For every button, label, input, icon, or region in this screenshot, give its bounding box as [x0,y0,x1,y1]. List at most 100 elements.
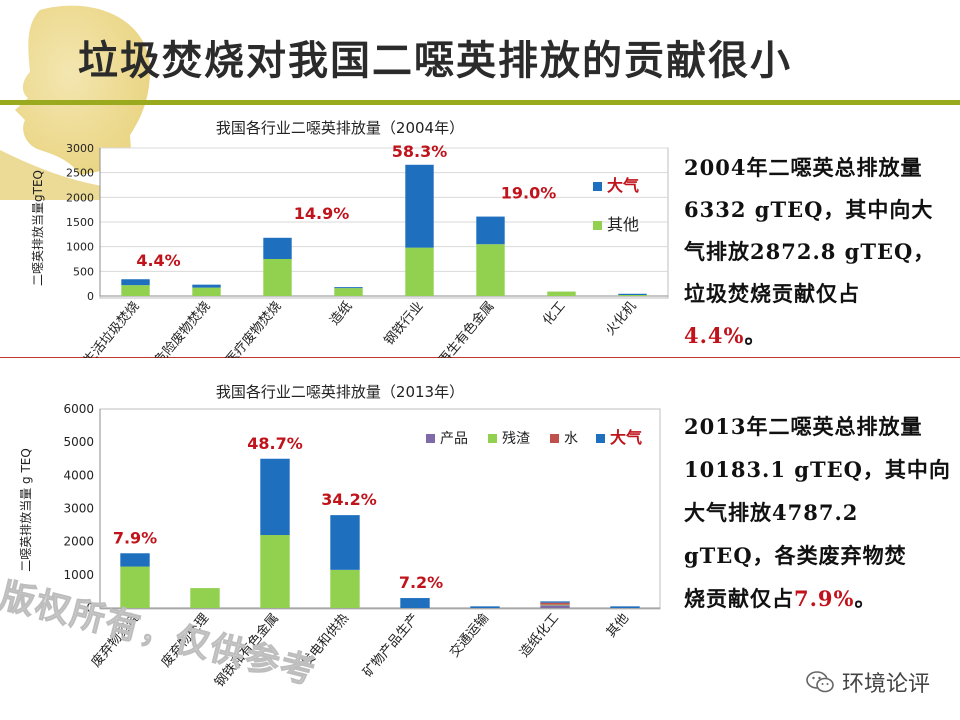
chart1-category-label: 钢铁行业 [382,299,427,348]
chart1-percent-label: 14.9% [294,204,350,223]
note-2013-suffix: 。 [854,586,877,611]
chart2-percent-label: 7.9% [113,528,157,547]
chart1-category-label: 化工 [540,299,568,329]
chart1-category-label: 造纸 [327,299,355,329]
chart1-bar-大气 [334,287,363,289]
chart2-percent-label: 7.2% [399,573,443,592]
note-2004-line-3: 气排放2872.8 gTEQ， [684,239,936,264]
chart2-ytick-label: 0 [86,601,94,615]
chart1-bar-其他 [547,291,576,296]
note-2013-line-4: gTEQ，各类废弃物焚 [684,543,907,568]
chart1-bar-其他 [405,247,434,296]
chart2-bar-残渣 [190,588,220,608]
chart1-legend-label: 其他 [607,215,639,234]
chart1-percent-label: 4.4% [136,251,180,270]
chart2-bar-残渣 [540,604,570,606]
chart1-ytick-label: 2500 [66,167,94,180]
chart2-bar-大气 [470,606,500,608]
chart1-legend-swatch [593,221,602,230]
note-2013-highlight: 7.9% [794,586,855,611]
chart2-ytick-label: 5000 [63,435,94,449]
chart1-ytick-label: 1000 [66,241,94,254]
chart2-percent-label: 34.2% [321,490,377,509]
chart-2004: 我国各行业二噁英排放量（2004年） 二噁英排放当量gTEQ 0 500 1000 150… [30,119,669,358]
chart2-ytick-label: 2000 [63,535,94,549]
chart1-ytick-label: 1500 [66,216,94,229]
section-divider [0,357,960,358]
chart2-bar-产品 [540,605,570,608]
chart1-category-label: 危险废物焚烧 [151,298,213,358]
chart1-category-label: 再生有色金属 [435,298,497,358]
chart2-ytick-label: 1000 [63,568,94,582]
chart1-category-label: 生活垃圾焚烧 [81,299,143,358]
chart2-legend-label: 残渣 [502,431,530,447]
chart2-bar-残渣 [330,569,360,608]
chart1-bar-大气 [263,237,292,259]
chart1-bar-大气 [405,164,434,248]
chart2-bar-残渣 [120,566,150,608]
chart2-bar-大气 [260,458,290,536]
wechat-badge: 环境论评 [806,666,930,698]
chart1-ytick-label: 2000 [66,191,94,204]
chart2-bar-大气 [540,601,570,603]
wechat-label: 环境论评 [841,672,930,697]
chart2-ytick-label: 4000 [63,468,94,482]
note-2004-line-2: 6332 gTEQ，其中向大 [684,197,934,222]
chart2-bar-大气 [330,515,360,570]
chart1-ytick-label: 0 [87,290,94,303]
chart2-bar-水 [540,602,570,605]
chart1-bar-其他 [263,259,292,296]
chart2-legend-label: 水 [564,431,578,447]
chart1-legend-swatch [593,182,602,191]
head-silhouette-decoration [0,5,150,200]
chart1-ytick-label: 3000 [66,142,94,155]
chart2-ytick-label: 6000 [63,402,94,416]
chart1-percent-label: 58.3% [392,142,448,161]
chart1-bar-大气 [476,216,505,245]
chart1-category-label: 火化机 [603,299,640,339]
chart2-ytick-label: 3000 [63,502,94,516]
chart2-category-label: 其他 [604,611,632,641]
note-2013-line-1: 2013年二噁英总排放量 [684,414,923,439]
note-2004: 2004年二噁英总排放量 6332 gTEQ，其中向大 气排放2872.8 gT… [684,147,935,357]
chart1-bar-大气 [192,284,221,288]
chart2-category-label: 交通运输 [446,610,492,660]
title-underline [0,100,960,105]
chart2-category-label: 矿物产品生产 [360,611,422,680]
chart2-legend-swatch [596,434,605,443]
chart1-percent-label: 19.0% [501,184,557,203]
chart2-legend-label: 大气 [610,428,642,447]
note-2013-prefix: 烧贡献仅占 [684,586,794,611]
chart1-bar-其他 [476,244,505,296]
note-2004-line-1: 2004年二噁英总排放量 [684,155,923,180]
wechat-icon [806,671,834,693]
chart1-bar-大气 [121,279,150,286]
chart1-bar-其他 [334,288,363,296]
note-2004-highlight: 4.4% [684,323,745,348]
chart2-ylabel: 二噁英排放当量 g TEQ [18,448,33,572]
chart2-percent-label: 48.7% [247,434,303,453]
page-title: 垃圾焚烧对我国二噁英排放的贡献很小 [78,38,792,84]
chart2-legend-swatch [488,434,497,443]
chart2-category-label: 造纸化工 [517,611,562,660]
chart1-legend-label: 大气 [607,176,639,195]
chart1-bar-其他 [121,285,150,296]
chart-2013: 我国各行业二噁英排放量（2013年） 二噁英排放当量 g TEQ 0 1000 2000… [18,383,661,690]
note-2013: 2013年二噁英总排放量 10183.1 gTEQ，其中向 大气排放4787.2… [684,405,951,620]
chart2-legend-swatch [550,434,559,443]
chart1-bar-其他 [618,295,647,296]
chart2-legend-swatch [426,434,435,443]
chart2-title: 我国各行业二噁英排放量（2013年） [216,383,464,401]
note-2004-line-4: 垃圾焚烧贡献仅占 [684,281,860,306]
chart2-bar-残渣 [260,535,290,608]
chart2-frame [99,408,661,610]
note-2013-line-2: 10183.1 gTEQ，其中向 [684,457,951,482]
note-2013-line-3: 大气排放4787.2 [684,500,859,525]
chart2-legend-label: 产品 [440,431,468,447]
chart1-title: 我国各行业二噁英排放量（2004年） [216,119,464,137]
chart1-ylabel: 二噁英排放当量gTEQ [30,170,45,286]
chart1-bar-大气 [618,293,647,296]
chart2-bar-大气 [400,598,430,608]
chart2-bar-大气 [610,606,640,608]
chart1-category-label: 医疗废物焚烧 [222,298,284,358]
